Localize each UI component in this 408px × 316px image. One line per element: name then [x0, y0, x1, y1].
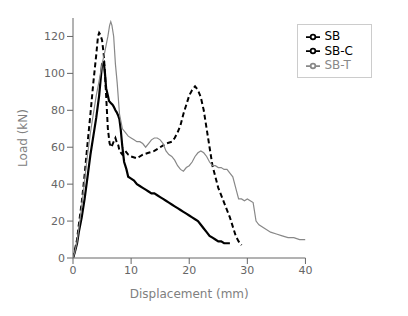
html-text:SB: SB [324, 29, 341, 43]
svg-text:30: 30 [240, 264, 254, 277]
svg-text:20: 20 [182, 264, 196, 277]
svg-text:120: 120 [44, 30, 65, 43]
svg-text:40: 40 [51, 178, 65, 191]
svg-text:0: 0 [70, 264, 77, 277]
svg-text:10: 10 [124, 264, 138, 277]
html-text:SB-C: SB-C [324, 43, 353, 58]
svg-text:20: 20 [51, 215, 65, 228]
svg-text:80: 80 [51, 104, 65, 117]
svg-text:Displacement (mm): Displacement (mm) [130, 287, 249, 301]
svg-text:Load (kN): Load (kN) [16, 109, 30, 167]
html-text:SB-T: SB-T [324, 58, 351, 72]
svg-text:40: 40 [298, 264, 312, 277]
svg-text:60: 60 [51, 141, 65, 154]
svg-text:100: 100 [44, 67, 65, 80]
svg-text:0: 0 [58, 252, 65, 265]
